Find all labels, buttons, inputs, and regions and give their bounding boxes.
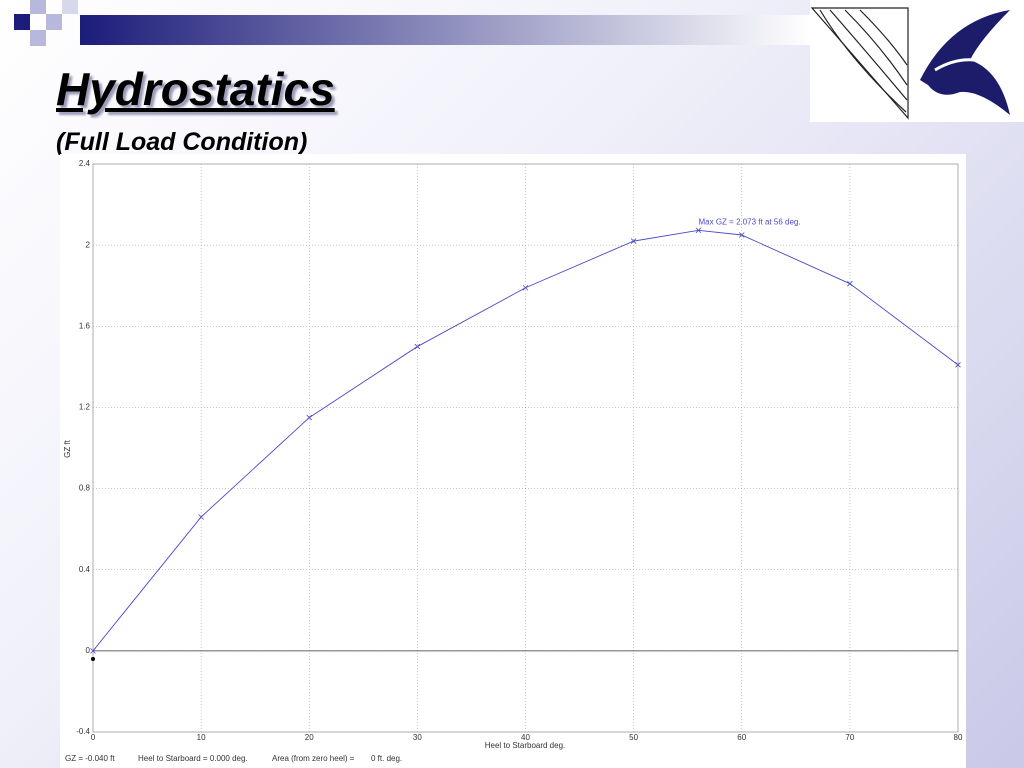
point-marker bbox=[306, 414, 313, 421]
point-marker bbox=[695, 227, 702, 234]
slide-title: Hydrostatics bbox=[56, 63, 335, 115]
x-axis-label: Heel to Starboard deg. bbox=[485, 741, 566, 750]
y-tick-label: 2 bbox=[86, 240, 91, 249]
logo bbox=[810, 0, 1024, 122]
x-tick-label: 30 bbox=[413, 733, 422, 742]
point-marker bbox=[90, 648, 96, 654]
x-tick-label: 50 bbox=[629, 733, 638, 742]
y-tick-label: 2.4 bbox=[79, 159, 91, 168]
y-tick-label: 0.8 bbox=[79, 484, 91, 493]
gz-curve bbox=[92, 229, 959, 652]
y-axis-label: GZ ft bbox=[63, 439, 72, 458]
plot-frame bbox=[92, 163, 959, 733]
status-text: GZ = -0.040 ft bbox=[65, 754, 115, 763]
y-tick-label: 0.4 bbox=[79, 565, 91, 574]
point-marker bbox=[847, 280, 853, 287]
x-tick-label: 40 bbox=[521, 733, 530, 742]
point-marker bbox=[522, 284, 529, 291]
cursor-point bbox=[91, 656, 95, 661]
y-tick-label: 1.2 bbox=[79, 403, 91, 412]
point-marker bbox=[414, 343, 421, 350]
point-marker bbox=[630, 238, 637, 244]
x-tick-label: 70 bbox=[845, 733, 854, 742]
status-text: Area (from zero heel) = bbox=[272, 754, 355, 763]
y-tick-label: 0 bbox=[86, 646, 91, 655]
slide-subtitle: (Full Load Condition) bbox=[56, 128, 308, 156]
point-marker bbox=[955, 362, 961, 368]
top-band bbox=[14, 0, 810, 46]
x-tick-label: 10 bbox=[197, 733, 206, 742]
annotation: Max GZ = 2.073 ft at 56 deg. bbox=[699, 217, 801, 226]
status-text: 0 ft. deg. bbox=[371, 754, 402, 763]
x-tick-label: 20 bbox=[305, 733, 314, 742]
y-tick-label: -0.4 bbox=[76, 727, 90, 736]
x-tick-label: 60 bbox=[737, 733, 746, 742]
status-text: Heel to Starboard = 0.000 deg. bbox=[138, 754, 248, 763]
point-marker bbox=[198, 514, 204, 520]
y-tick-label: 1.6 bbox=[79, 321, 91, 330]
x-tick-label: 80 bbox=[954, 733, 963, 742]
point-marker bbox=[738, 232, 745, 238]
chart: GZ ft Heel to Starboard deg. GZ = -0.040… bbox=[60, 154, 966, 768]
x-tick-label: 0 bbox=[91, 733, 96, 742]
